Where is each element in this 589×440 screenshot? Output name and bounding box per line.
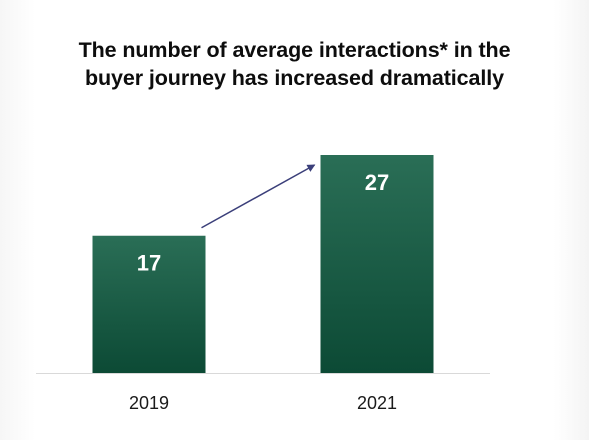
plot-area: 17 2019 27 2021 — [36, 155, 490, 413]
x-tick-label-2019: 2019 — [129, 393, 169, 413]
bar-2021 — [320, 155, 434, 373]
chart-title-line-1: The number of average interactions* in t… — [78, 38, 511, 62]
chart-title: The number of average interactions* in t… — [20, 36, 569, 92]
data-label-2021: 27 — [365, 170, 389, 195]
x-tick-label-2021: 2021 — [357, 393, 397, 413]
bar-2019 — [92, 235, 206, 373]
trend-arrow — [201, 164, 316, 229]
data-label-2019: 17 — [137, 251, 161, 276]
chart-title-line-2: buyer journey has increased dramatically — [84, 66, 505, 90]
